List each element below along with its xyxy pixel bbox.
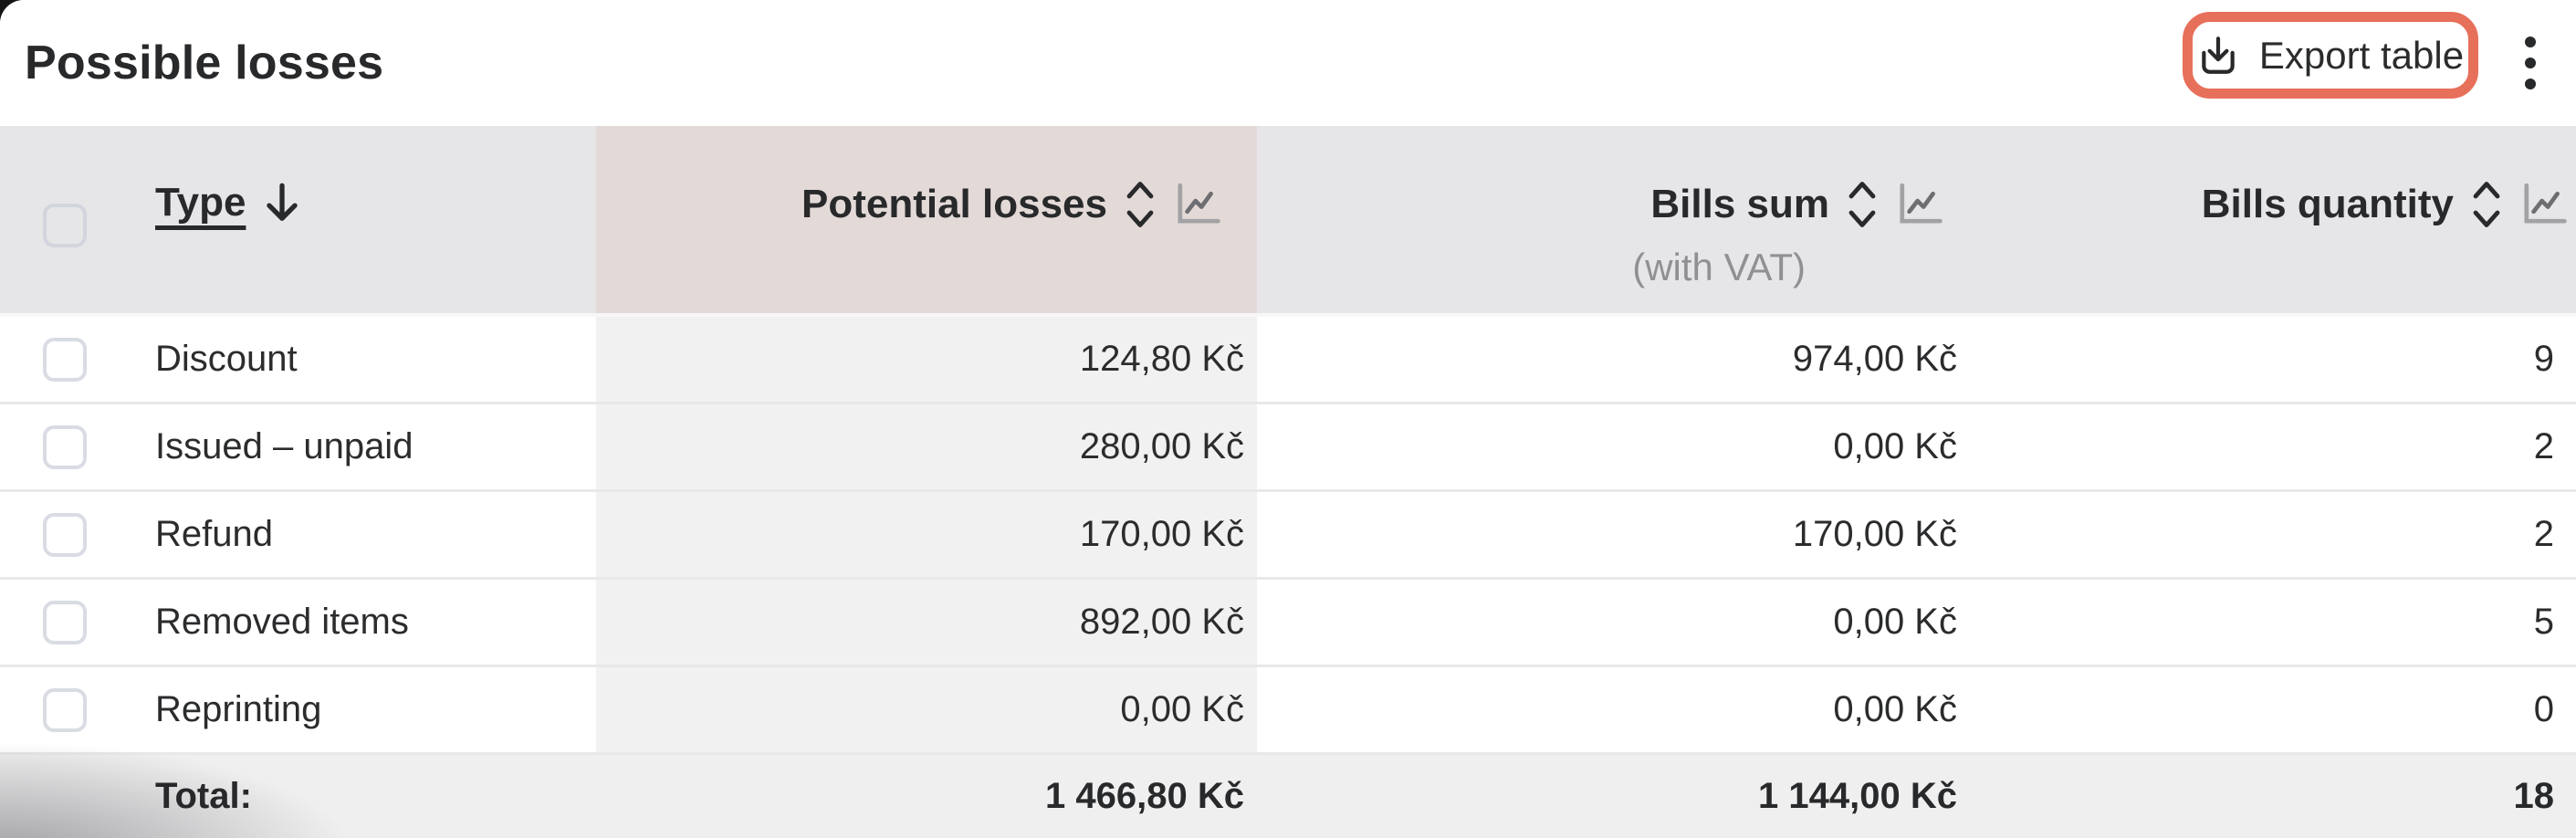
cell-potential-losses: 892,00 Kč bbox=[596, 580, 1257, 665]
download-icon bbox=[2197, 34, 2239, 78]
total-bills-sum: 1 144,00 Kč bbox=[1758, 776, 1957, 816]
sort-toggle-icon[interactable] bbox=[1124, 177, 1157, 232]
column-label-bills-quantity: Bills quantity bbox=[2201, 182, 2454, 226]
table-row: Removed items 892,00 Kč 0,00 Kč 5 bbox=[0, 580, 2576, 667]
cell-type: Discount bbox=[155, 339, 298, 379]
table-row: Issued – unpaid 280,00 Kč 0,00 Kč 2 bbox=[0, 404, 2576, 492]
row-checkbox[interactable] bbox=[43, 424, 87, 469]
possible-losses-table: Type Potential losses bbox=[0, 126, 2576, 838]
sort-control-bills-quantity[interactable]: Bills quantity bbox=[2202, 177, 2567, 232]
table-header-row: Type Potential losses bbox=[0, 126, 2576, 317]
cell-bills-sum: 0,00 Kč bbox=[1833, 689, 1957, 729]
cell-potential-losses: 124,80 Kč bbox=[596, 317, 1257, 402]
cell-bills-quantity: 9 bbox=[2533, 339, 2554, 379]
sort-control-bills-sum[interactable]: Bills sum bbox=[1650, 177, 1942, 232]
sort-control-type[interactable]: Type bbox=[155, 177, 302, 228]
total-empty-cell bbox=[0, 755, 155, 838]
header-checkbox-cell bbox=[0, 126, 155, 313]
cell-bills-sum: 974,00 Kč bbox=[1792, 339, 1957, 379]
annotation-highlight: Export table bbox=[2183, 12, 2478, 99]
cell-bills-sum: 170,00 Kč bbox=[1792, 514, 1957, 554]
row-checkbox[interactable] bbox=[43, 512, 87, 557]
table-row: Refund 170,00 Kč 170,00 Kč 2 bbox=[0, 492, 2576, 580]
row-checkbox[interactable] bbox=[43, 687, 87, 732]
export-table-label: Export table bbox=[2258, 33, 2465, 77]
column-label-bills-sum: Bills sum bbox=[1650, 182, 1829, 226]
cell-bills-sum: 0,00 Kč bbox=[1833, 602, 1957, 642]
cell-potential-losses: 170,00 Kč bbox=[596, 492, 1257, 577]
row-checkbox[interactable] bbox=[43, 337, 87, 382]
cell-bills-quantity: 2 bbox=[2533, 426, 2554, 466]
header-type: Type bbox=[155, 126, 596, 313]
line-chart-icon[interactable] bbox=[1173, 181, 1220, 228]
line-chart-icon[interactable] bbox=[2519, 181, 2567, 228]
table-row: Reprinting 0,00 Kč 0,00 Kč 0 bbox=[0, 667, 2576, 755]
total-potential-losses: 1 466,80 Kč bbox=[1045, 776, 1244, 816]
column-label-potential-losses: Potential losses bbox=[801, 182, 1107, 226]
select-all-checkbox[interactable] bbox=[43, 204, 87, 247]
arrow-down-icon bbox=[262, 180, 302, 225]
sort-toggle-icon[interactable] bbox=[2470, 177, 2503, 232]
cell-bills-quantity: 5 bbox=[2533, 602, 2554, 642]
sort-toggle-icon[interactable] bbox=[1846, 177, 1879, 232]
cell-potential-losses: 0,00 Kč bbox=[596, 667, 1257, 752]
table-total-row: Total: 1 466,80 Kč 1 144,00 Kč 18 bbox=[0, 755, 2576, 838]
header-potential-losses: Potential losses bbox=[596, 126, 1257, 313]
cell-bills-quantity: 2 bbox=[2533, 514, 2554, 554]
sort-control-potential-losses[interactable]: Potential losses bbox=[801, 177, 1220, 232]
kebab-menu-icon[interactable] bbox=[2521, 37, 2539, 89]
total-bills-quantity: 18 bbox=[2513, 776, 2555, 816]
export-table-button[interactable]: Export table bbox=[2197, 34, 2464, 78]
cell-type: Issued – unpaid bbox=[155, 426, 414, 466]
total-label: Total: bbox=[155, 776, 252, 816]
table-row: Discount 124,80 Kč 974,00 Kč 9 bbox=[0, 317, 2576, 404]
row-checkbox[interactable] bbox=[43, 600, 87, 644]
header-bills-sum: Bills sum (with VAT) bbox=[1257, 126, 1972, 313]
cell-type: Refund bbox=[155, 514, 273, 554]
line-chart-icon[interactable] bbox=[1895, 181, 1942, 228]
header-bills-quantity: Bills quantity bbox=[1972, 126, 2576, 313]
cell-bills-sum: 0,00 Kč bbox=[1833, 426, 1957, 466]
page-title: Possible losses bbox=[25, 37, 384, 89]
cell-type: Removed items bbox=[155, 602, 409, 642]
column-label-type: Type bbox=[155, 180, 246, 225]
cell-potential-losses: 280,00 Kč bbox=[596, 404, 1257, 489]
cell-type: Reprinting bbox=[155, 689, 322, 729]
column-sublabel-bills-sum: (with VAT) bbox=[1632, 246, 1806, 288]
cell-bills-quantity: 0 bbox=[2533, 689, 2554, 729]
title-bar: Possible losses Export table bbox=[0, 0, 2576, 126]
